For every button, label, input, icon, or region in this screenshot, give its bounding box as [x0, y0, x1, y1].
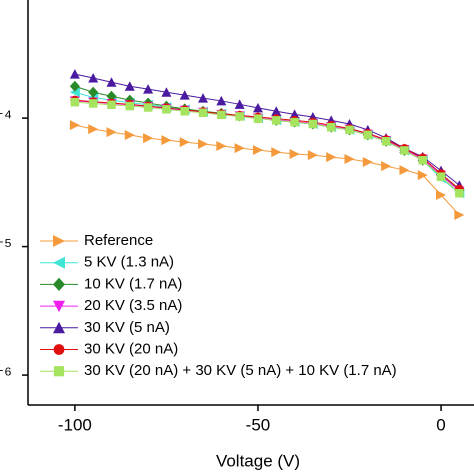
marker: [289, 109, 300, 119]
x-axis-label: Voltage (V): [216, 451, 300, 470]
marker: [106, 77, 117, 87]
marker: [272, 116, 281, 125]
marker: [88, 99, 98, 108]
legend-label: 20 KV (3.5 nA): [84, 297, 182, 314]
marker: [252, 145, 263, 156]
marker: [162, 105, 171, 114]
marker: [234, 99, 245, 109]
marker: [161, 135, 172, 146]
marker: [143, 133, 154, 144]
x-tick-label: -50: [246, 415, 271, 434]
marker: [326, 122, 336, 132]
marker: [69, 87, 80, 98]
y-tick-label: 10⁻⁴: [0, 107, 12, 128]
marker: [69, 69, 80, 79]
marker: [125, 101, 135, 111]
marker: [271, 147, 282, 158]
marker: [124, 81, 135, 91]
series-line: [74, 73, 460, 186]
legend-marker: [53, 277, 65, 291]
marker: [290, 117, 299, 127]
marker: [216, 95, 227, 106]
y-tick-label: 10⁻⁶: [0, 364, 12, 385]
marker: [418, 155, 427, 165]
legend-label: 30 KV (20 nA): [84, 340, 178, 357]
marker: [345, 125, 354, 135]
marker: [106, 127, 117, 138]
legend: Reference 5 KV (1.3 nA) 10 KV (1.7 nA) 20 K…: [40, 232, 397, 379]
marker: [234, 143, 245, 154]
legend-label: 10 KV (1.7 nA): [84, 275, 182, 292]
marker: [455, 189, 464, 198]
marker: [363, 130, 373, 140]
marker: [399, 165, 410, 176]
marker: [179, 137, 190, 148]
marker: [454, 210, 465, 221]
marker: [179, 90, 190, 100]
marker: [70, 97, 80, 107]
legend-label: Reference: [84, 232, 153, 249]
marker: [198, 93, 209, 103]
marker: [253, 114, 263, 123]
marker: [289, 149, 300, 160]
legend-marker: [53, 300, 65, 313]
x-tick-label: 0: [436, 415, 445, 434]
marker: [436, 172, 446, 181]
marker: [69, 120, 80, 131]
marker: [217, 110, 226, 120]
marker: [88, 124, 99, 135]
marker: [107, 100, 116, 110]
marker: [326, 152, 337, 163]
series-line: [74, 99, 460, 190]
marker: [417, 170, 428, 181]
legend-marker: [53, 321, 65, 334]
legend-label: 30 KV (20 nA) + 30 KV (5 nA) + 10 KV (1.…: [84, 362, 397, 379]
legend-marker: [53, 344, 65, 355]
marker: [381, 137, 391, 146]
marker: [400, 146, 409, 155]
marker: [198, 139, 209, 150]
series-line: [74, 101, 460, 194]
marker: [143, 84, 154, 94]
marker: [180, 107, 189, 116]
marker: [216, 141, 227, 152]
y-tick-label: 10⁻⁵: [0, 236, 12, 257]
marker: [362, 157, 373, 168]
series-line: [74, 124, 460, 216]
marker: [143, 103, 153, 112]
marker: [271, 106, 282, 116]
legend-marker: [53, 256, 65, 269]
marker: [88, 86, 99, 98]
marker: [307, 150, 318, 161]
legend-label: 5 KV (1.3 nA): [84, 254, 174, 271]
legend-marker: [53, 366, 65, 377]
marker: [124, 130, 135, 141]
marker: [252, 102, 263, 113]
marker: [436, 190, 447, 201]
legend-label: 30 KV (5 nA): [84, 319, 170, 336]
marker: [88, 73, 99, 83]
marker: [344, 154, 355, 165]
marker: [69, 80, 80, 92]
marker: [198, 108, 208, 118]
plot-area: [69, 69, 465, 221]
axes: -100 -50 0 10⁻⁶ 10⁻⁵ 10⁻⁴: [0, 107, 446, 434]
x-tick-label: -100: [58, 415, 92, 434]
marker: [235, 112, 244, 121]
marker: [161, 87, 172, 97]
marker: [308, 119, 318, 129]
marker: [381, 161, 392, 172]
legend-marker: [53, 235, 65, 247]
